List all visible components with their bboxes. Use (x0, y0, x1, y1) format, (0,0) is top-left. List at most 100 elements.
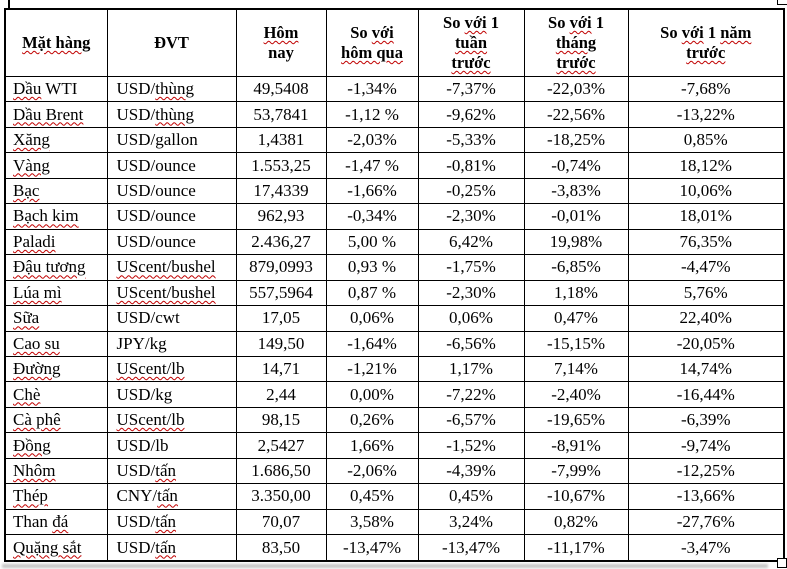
commodity-name-cell: Bạch kim (4, 203, 108, 230)
vs-month-value-cell: -2,40% (523, 381, 629, 408)
vs-month-value-cell: 0,82% (523, 508, 629, 536)
vs-year-value-cell: 14,74% (627, 355, 785, 383)
unit-cell: USD/cwt (106, 305, 237, 332)
today-value-cell: 2,5427 (235, 432, 327, 459)
vs-yesterday-value-cell: 0,00% (325, 381, 419, 408)
text-segment: USD/ (116, 461, 156, 481)
vs-yesterday-value-cell: -13,47% (325, 534, 419, 562)
misspelled-word: trước (556, 53, 596, 73)
commodity-price-table: Mặt hàng ĐVT Hôm nay So với hôm qua So với 1 tu… (4, 8, 785, 562)
table-row: Sữa USD/cwt 17,05 0,06% 0,06% 0,47% 22,40% (4, 305, 785, 332)
text-segment: USD/ounce (116, 155, 196, 175)
header-line: tuần (419, 33, 523, 53)
text-segment: USD/gallon (116, 130, 198, 150)
vs-week-value-cell: -9,62% (417, 101, 525, 128)
vs-month-value-cell: 1,18% (523, 279, 629, 307)
unit-cell: USD/tấn (106, 534, 237, 562)
text-segment: USD/ (116, 79, 156, 99)
header-line: So với 1 (525, 13, 627, 33)
header-col-today: Hôm nay (235, 8, 327, 77)
table-resize-handle[interactable] (777, 558, 787, 568)
commodity-name-cell: Bạc (4, 177, 108, 205)
commodity-name-cell: Nhôm (4, 457, 108, 485)
header-row: Mặt hàng ĐVT Hôm nay So với hôm qua So với 1 tu… (4, 8, 785, 77)
misspelled-word: thùng (155, 79, 194, 99)
vs-year-value-cell: 10,06% (627, 177, 785, 205)
today-value-cell: 557,5964 (235, 279, 327, 307)
misspelled-word: năm (720, 22, 752, 42)
table-row: Bạch kim USD/ounce 962,93 -0,34% -2,30% -0,01… (4, 203, 785, 230)
commodity-name-cell: Đồng (4, 432, 108, 459)
price-table: Mặt hàng ĐVT Hôm nay So với hôm qua So với 1 tu… (4, 8, 785, 562)
vs-yesterday-value-cell: -2,06% (325, 457, 419, 485)
vs-week-value-cell: -13,47% (417, 534, 525, 562)
misspelled-word: Đồng (13, 435, 51, 455)
vs-week-value-cell: -1,52% (417, 432, 525, 459)
vs-week-value-cell: -2,30% (417, 203, 525, 230)
misspelled-word: Chè (13, 384, 41, 404)
text-segment: 1 (703, 22, 721, 42)
vs-week-value-cell: -4,39% (417, 457, 525, 485)
table-row: Paladi USD/ounce 2.436,27 5,00 % 6,42% 19,98%… (4, 228, 785, 256)
commodity-name-cell: Đường (4, 355, 108, 383)
vs-month-value-cell: -3,83% (523, 177, 629, 205)
vs-month-value-cell: -18,25% (523, 126, 629, 154)
vs-week-value-cell: -7,37% (417, 75, 525, 103)
vs-yesterday-value-cell: -1,47 % (325, 152, 419, 179)
vs-yesterday-value-cell: 0,45% (325, 483, 419, 510)
misspelled-word: Bạch kim (13, 206, 79, 226)
table-row: Bạc USD/ounce 17,4339 -1,66% -0,25% -3,83% 10,… (4, 177, 785, 205)
table-row: Thép CNY/tấn 3.350,00 0,45% 0,45% -10,67% -13,… (4, 483, 785, 510)
misspelled-word: đá (52, 511, 69, 531)
header-line: So với 1 năm (629, 22, 783, 43)
misspelled-word: với (464, 12, 487, 32)
vs-year-value-cell: -13,22% (627, 101, 785, 128)
today-value-cell: 879,0993 (235, 254, 327, 281)
text-segment: So (443, 12, 465, 32)
unit-cell: UScent/bushel (106, 254, 237, 281)
vs-month-value-cell: 19,98% (523, 228, 629, 256)
misspelled-word: trước (686, 43, 726, 62)
table-row: Dầu WTI USD/thùng 49,5408 -1,34% -7,37% -22,0… (4, 75, 785, 103)
misspelled-word: Nhôm (13, 461, 56, 481)
unit-cell: USD/lb (106, 432, 237, 459)
misspelled-word: UScent/lb (116, 410, 185, 430)
misspelled-word: UScent/bushel (116, 282, 216, 302)
today-value-cell: 2.436,27 (235, 228, 327, 256)
commodity-name-cell: Paladi (4, 228, 108, 256)
vs-year-value-cell: 5,76% (627, 279, 785, 307)
table-row: Quặng sắt USD/tấn 83,50 -13,47% -13,47% -11,1… (4, 534, 785, 562)
today-value-cell: 98,15 (235, 406, 327, 434)
vs-month-value-cell: -22,03% (523, 75, 629, 103)
vs-month-value-cell: -0,01% (523, 203, 629, 230)
text-segment: USD/ (116, 511, 156, 531)
table-header: Mặt hàng ĐVT Hôm nay So với hôm qua So với 1 tu… (4, 8, 785, 77)
misspelled-word: UScent/lb (116, 359, 185, 379)
today-value-cell: 49,5408 (235, 75, 327, 103)
misspelled-word: tấn (155, 537, 177, 557)
vs-week-value-cell: -0,25% (417, 177, 525, 205)
misspelled-word: Dầu (13, 79, 42, 99)
vs-month-value-cell: -11,17% (523, 534, 629, 562)
vs-week-value-cell: 3,24% (417, 508, 525, 536)
vs-year-value-cell: -16,44% (627, 381, 785, 408)
vs-yesterday-value-cell: -1,34% (325, 75, 419, 103)
unit-cell: USD/thùng (106, 101, 237, 128)
header-line: trước (525, 53, 627, 73)
vs-year-value-cell: -3,47% (627, 534, 785, 562)
vs-month-value-cell: -0,74% (523, 152, 629, 179)
today-value-cell: 14,71 (235, 355, 327, 383)
today-value-cell: 70,07 (235, 508, 327, 536)
unit-cell: USD/ounce (106, 203, 237, 230)
vs-yesterday-value-cell: 0,93 % (325, 254, 419, 281)
text-segment: USD/lb (116, 435, 169, 455)
misspelled-word: UScent/bushel (116, 257, 216, 277)
vs-yesterday-value-cell: 1,66% (325, 432, 419, 459)
unit-cell: USD/tấn (106, 457, 237, 485)
unit-cell: UScent/bushel (106, 279, 237, 307)
vs-yesterday-value-cell: -0,34% (325, 203, 419, 230)
unit-cell: USD/thùng (106, 75, 237, 103)
commodity-name-cell: Quặng sắt (4, 534, 108, 562)
misspelled-word: Cà phê (13, 410, 61, 430)
table-row: Cà phê UScent/lb 98,15 0,26% -6,57% -19,65% -6… (4, 406, 785, 434)
